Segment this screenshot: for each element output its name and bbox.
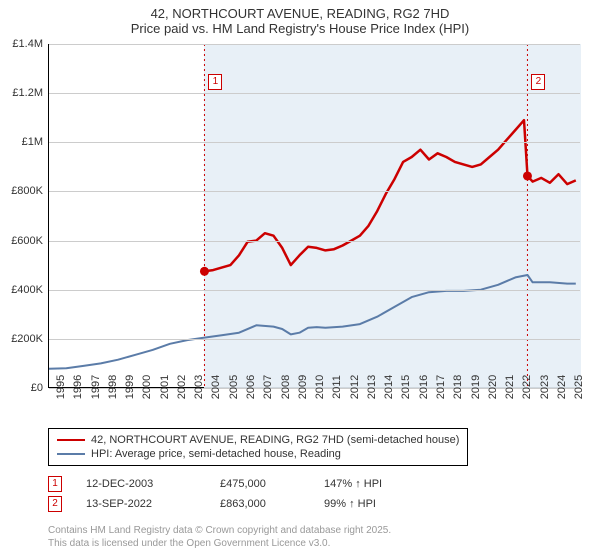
footer-attribution: Contains HM Land Registry data © Crown c… xyxy=(48,524,391,550)
x-tick-label: 1995 xyxy=(49,375,67,399)
x-tick-label: 2019 xyxy=(464,375,482,399)
x-tick-label: 1999 xyxy=(118,375,136,399)
x-tick-label: 2015 xyxy=(394,375,412,399)
grid-line xyxy=(49,44,580,45)
title-subtitle: Price paid vs. HM Land Registry's House … xyxy=(0,21,600,36)
x-tick-label: 2018 xyxy=(446,375,464,399)
x-tick-label: 2021 xyxy=(498,375,516,399)
legend-label-hpi: HPI: Average price, semi-detached house,… xyxy=(91,448,341,460)
plot-area: £0£200K£400K£600K£800K£1M£1.2M£1.4M19951… xyxy=(48,44,580,388)
x-tick-label: 2005 xyxy=(222,375,240,399)
x-tick-label: 1997 xyxy=(84,375,102,399)
x-tick-label: 2016 xyxy=(412,375,430,399)
grid-line xyxy=(49,241,580,242)
y-tick-label: £400K xyxy=(11,284,49,296)
x-tick-label: 2012 xyxy=(343,375,361,399)
chart-container: 42, NORTHCOURT AVENUE, READING, RG2 7HD … xyxy=(0,0,600,560)
x-tick-label: 2022 xyxy=(515,375,533,399)
x-tick-label: 2002 xyxy=(170,375,188,399)
sale-row-marker: 1 xyxy=(48,476,62,492)
x-tick-label: 2006 xyxy=(239,375,257,399)
x-tick-label: 2004 xyxy=(204,375,222,399)
x-tick-label: 2017 xyxy=(429,375,447,399)
y-tick-label: £1M xyxy=(22,136,49,148)
footer-line1: Contains HM Land Registry data © Crown c… xyxy=(48,524,391,537)
x-tick-label: 2023 xyxy=(533,375,551,399)
sale-row-pct: 147% ↑ HPI xyxy=(324,478,414,490)
x-tick-label: 2020 xyxy=(481,375,499,399)
legend-row-hpi: HPI: Average price, semi-detached house,… xyxy=(57,447,459,461)
x-tick-label: 1998 xyxy=(101,375,119,399)
sale-row-marker: 2 xyxy=(48,496,62,512)
x-tick-label: 2009 xyxy=(291,375,309,399)
y-tick-label: £600K xyxy=(11,235,49,247)
legend-swatch-price-paid xyxy=(57,439,85,442)
sale-row: 1 12-DEC-2003 £475,000 147% ↑ HPI xyxy=(48,474,414,494)
x-tick-label: 2025 xyxy=(567,375,585,399)
grid-line xyxy=(49,142,580,143)
x-tick-label: 2014 xyxy=(377,375,395,399)
footer-line2: This data is licensed under the Open Gov… xyxy=(48,537,391,550)
grid-line xyxy=(49,339,580,340)
legend-swatch-hpi xyxy=(57,453,85,455)
x-tick-label: 2007 xyxy=(256,375,274,399)
sale-row-date: 12-DEC-2003 xyxy=(86,478,196,490)
sale-row-price: £475,000 xyxy=(220,478,300,490)
y-tick-label: £1.2M xyxy=(12,87,49,99)
sale-marker-point xyxy=(523,171,532,180)
sale-row-price: £863,000 xyxy=(220,498,300,510)
sale-marker-point xyxy=(200,267,209,276)
sale-marker-box: 1 xyxy=(208,74,222,90)
title-address: 42, NORTHCOURT AVENUE, READING, RG2 7HD xyxy=(0,6,600,21)
y-tick-label: £800K xyxy=(11,185,49,197)
x-tick-label: 2010 xyxy=(308,375,326,399)
x-tick-label: 2024 xyxy=(550,375,568,399)
grid-line xyxy=(49,191,580,192)
grid-line xyxy=(49,290,580,291)
y-tick-label: £200K xyxy=(11,333,49,345)
x-tick-label: 2008 xyxy=(274,375,292,399)
x-tick-label: 2000 xyxy=(135,375,153,399)
sale-row: 2 13-SEP-2022 £863,000 99% ↑ HPI xyxy=(48,494,414,514)
x-tick-label: 2013 xyxy=(360,375,378,399)
sale-row-pct: 99% ↑ HPI xyxy=(324,498,414,510)
sales-table: 1 12-DEC-2003 £475,000 147% ↑ HPI 2 13-SEP-20… xyxy=(48,474,414,514)
y-tick-label: £0 xyxy=(31,382,49,394)
legend-row-price-paid: 42, NORTHCOURT AVENUE, READING, RG2 7HD … xyxy=(57,433,459,447)
y-tick-label: £1.4M xyxy=(12,38,49,50)
sale-row-date: 13-SEP-2022 xyxy=(86,498,196,510)
legend: 42, NORTHCOURT AVENUE, READING, RG2 7HD … xyxy=(48,428,468,466)
x-tick-label: 2003 xyxy=(187,375,205,399)
chart-title: 42, NORTHCOURT AVENUE, READING, RG2 7HD … xyxy=(0,0,600,36)
legend-label-price-paid: 42, NORTHCOURT AVENUE, READING, RG2 7HD … xyxy=(91,434,459,446)
sale-marker-box: 2 xyxy=(531,74,545,90)
x-tick-label: 2011 xyxy=(325,375,343,399)
x-tick-label: 2001 xyxy=(153,375,171,399)
x-tick-label: 1996 xyxy=(66,375,84,399)
series-svg xyxy=(49,44,581,388)
grid-line xyxy=(49,93,580,94)
